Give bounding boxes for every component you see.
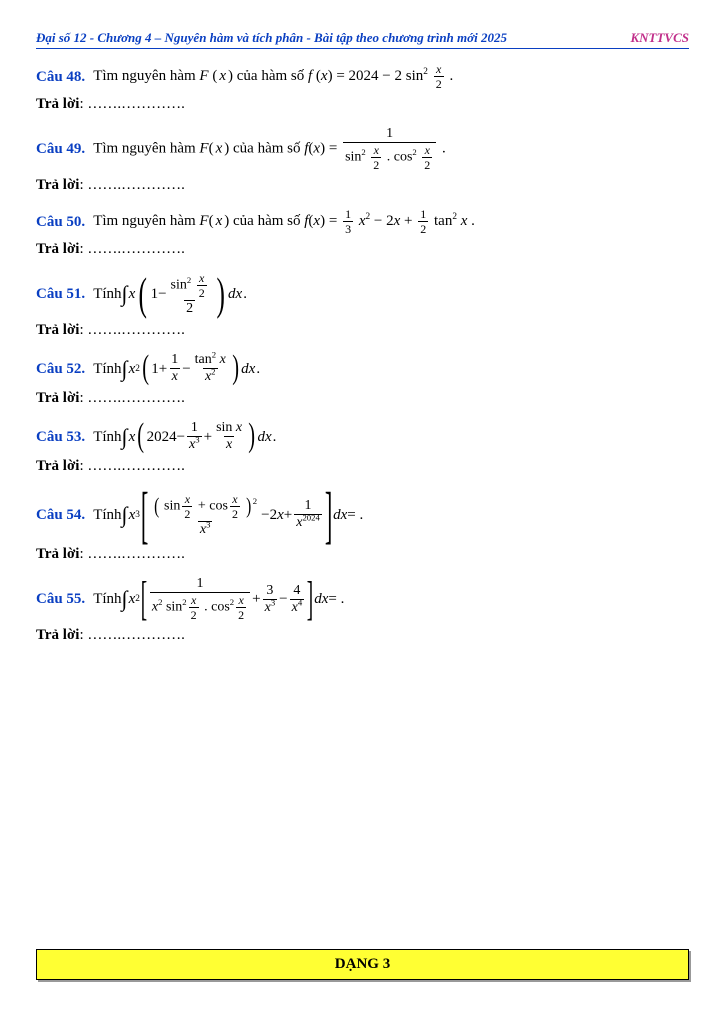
q50-text: Tìm nguyên hàm F(x) của hàm số f(x) = 13… [93,208,475,235]
question-53: Câu 53. Tính ∫x ( 2024 − 1x3 + sin xx ) … [36,421,689,452]
question-48: Câu 48. Tìm nguyên hàm F (x) của hàm số … [36,63,689,90]
question-54: Câu 54. Tính ∫x3 [ ( sinx2 + cosx2 )2 x3… [36,489,689,540]
answer-51: Trả lời: …….…………. [36,322,689,339]
answer-49: Trả lời: …….…………. [36,177,689,194]
q51-text: Tính ∫x ( 1 − sin2 x2 2 ) dx . [93,272,248,316]
q49-text: Tìm nguyên hàm F(x) của hàm số f(x) = 1 … [93,127,446,171]
header-right: KNTTVCS [630,30,689,46]
q52-text: Tính ∫x2 ( 1 + 1x − tan2 x x2 ) dx . [93,353,261,384]
answer-52: Trả lời: …….…………. [36,390,689,407]
answer-55: Trả lời: …….…………. [36,627,689,644]
q54-number: Câu 54. [36,506,85,524]
section-box-dang3: DẠNG 3 [36,949,689,980]
q55-text: Tính ∫x2 [ 1 x2 sin2x2 . cos2x2 + 3x3 − … [93,577,344,621]
q50-number: Câu 50. [36,213,85,231]
page-header: Đại số 12 - Chương 4 – Nguyên hàm và tíc… [36,30,689,49]
q51-number: Câu 51. [36,285,85,303]
header-left: Đại số 12 - Chương 4 – Nguyên hàm và tíc… [36,30,507,46]
q53-text: Tính ∫x ( 2024 − 1x3 + sin xx ) dx . [93,421,277,452]
question-52: Câu 52. Tính ∫x2 ( 1 + 1x − tan2 x x2 ) … [36,353,689,384]
q52-number: Câu 52. [36,360,85,378]
q55-number: Câu 55. [36,590,85,608]
answer-54: Trả lời: …….…………. [36,546,689,563]
answer-53: Trả lời: …….…………. [36,458,689,475]
q48-number: Câu 48. [36,68,85,86]
q53-number: Câu 53. [36,428,85,446]
answer-48: Trả lời: …….…………. [36,96,689,113]
question-49: Câu 49. Tìm nguyên hàm F(x) của hàm số f… [36,127,689,171]
page: Đại số 12 - Chương 4 – Nguyên hàm và tíc… [0,0,725,1024]
question-55: Câu 55. Tính ∫x2 [ 1 x2 sin2x2 . cos2x2 … [36,577,689,621]
q48-text: Tìm nguyên hàm F (x) của hàm số f (x) = … [93,63,453,90]
q54-text: Tính ∫x3 [ ( sinx2 + cosx2 )2 x3 − 2x + … [93,489,363,540]
question-51: Câu 51. Tính ∫x ( 1 − sin2 x2 2 ) dx . [36,272,689,316]
question-50: Câu 50. Tìm nguyên hàm F(x) của hàm số f… [36,208,689,235]
q49-number: Câu 49. [36,140,85,158]
answer-50: Trả lời: …….…………. [36,241,689,258]
